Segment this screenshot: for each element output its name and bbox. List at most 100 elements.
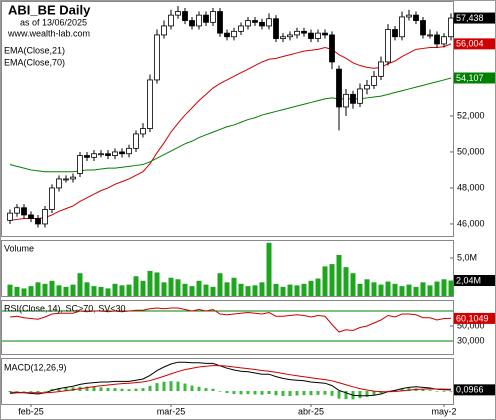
- volume-bar: [217, 273, 223, 296]
- candle-body: [427, 34, 433, 37]
- source: www.wealth-lab.com: [7, 28, 90, 38]
- candle-body: [147, 79, 153, 129]
- histogram-bar: [106, 388, 110, 392]
- line: [9, 361, 452, 397]
- subtitle: as of 13/06/2025: [20, 17, 87, 27]
- volume-bar: [126, 284, 132, 296]
- histogram-bar: [239, 391, 243, 395]
- candle-body: [399, 16, 405, 38]
- histogram-bar: [281, 391, 285, 396]
- volume-bar: [441, 279, 447, 296]
- histogram-bar: [211, 388, 215, 392]
- histogram-bar: [225, 391, 229, 394]
- volume-bar: [252, 285, 258, 296]
- candle-body: [266, 18, 272, 27]
- histogram-bar: [449, 391, 453, 392]
- value-marker: [454, 12, 495, 24]
- candle-body: [112, 151, 118, 156]
- histogram-bar: [197, 386, 201, 392]
- histogram-bar: [176, 381, 180, 392]
- candle-body: [21, 207, 27, 216]
- x-tick-label: mar-25: [157, 406, 186, 416]
- value-marker: [454, 384, 495, 396]
- marks: 46,000 48,000 50,000 52,000 feb-25 mar-25 abr-…: [2, 6, 495, 416]
- histogram-bar: [64, 387, 68, 392]
- x-tick-label: feb-25: [18, 406, 44, 416]
- volume-bar: [420, 282, 426, 296]
- histogram-bar: [218, 391, 222, 392]
- histogram-bar: [22, 391, 26, 392]
- histogram-bar: [92, 386, 96, 392]
- histogram-bar: [148, 385, 152, 392]
- volume-bar: [203, 284, 209, 296]
- candle-body: [329, 34, 335, 63]
- candle-body: [154, 34, 160, 81]
- line: [9, 43, 452, 221]
- candle-body: [385, 29, 391, 63]
- value-marker-label: 57,438: [456, 13, 484, 23]
- candle-body: [196, 14, 202, 27]
- value-marker-label: 54,107: [456, 73, 484, 83]
- candle-body: [315, 32, 321, 39]
- volume-bar: [224, 282, 230, 296]
- volume-bar: [147, 270, 153, 296]
- volume-bar: [434, 281, 440, 296]
- candle-body: [119, 151, 125, 155]
- histogram-bar: [400, 388, 404, 392]
- chart-title: ABI_BE Daily: [8, 2, 91, 17]
- candle-body: [448, 17, 454, 38]
- histogram-bar: [267, 391, 271, 395]
- value-marker: [454, 72, 495, 84]
- volume-bar: [301, 283, 307, 296]
- volume-bar: [140, 280, 146, 296]
- volume-bar: [28, 286, 34, 296]
- volume-bar: [77, 273, 83, 296]
- histogram-bar: [428, 390, 432, 392]
- rsi-panel: [1, 300, 454, 355]
- candle-body: [259, 21, 265, 27]
- candle-body: [343, 93, 349, 108]
- y-tick-label: 50,000: [457, 320, 485, 330]
- candle-body: [322, 32, 328, 36]
- candle-body: [84, 155, 90, 158]
- volume-bar: [70, 284, 76, 296]
- x-tick-label: abr-25: [298, 406, 324, 416]
- histogram-bar: [365, 391, 369, 397]
- volume-bar: [210, 286, 216, 296]
- y-tick-label: 46,000: [457, 218, 485, 228]
- volume-bar: [161, 282, 167, 296]
- volume-bar: [357, 283, 363, 296]
- candle-body: [252, 20, 258, 23]
- volume-bar: [238, 283, 244, 296]
- candle-body: [350, 93, 356, 104]
- volume-bar: [399, 286, 405, 296]
- candle-body: [28, 214, 34, 219]
- histogram-bar: [29, 391, 33, 392]
- histogram-bar: [358, 391, 362, 399]
- volume-bar: [245, 286, 251, 296]
- volume-bar: [385, 281, 391, 296]
- candle-body: [161, 25, 167, 36]
- value-marker-label: 2,04M: [456, 275, 481, 285]
- histogram-bar: [71, 387, 75, 392]
- candle-body: [245, 20, 251, 27]
- rsi-title: RSI(Close,14), SC>70, SV<30: [4, 303, 126, 313]
- histogram-bar: [260, 391, 264, 395]
- candle-body: [294, 30, 300, 36]
- volume-bar: [336, 254, 342, 296]
- candle-body: [280, 36, 286, 39]
- value-marker: [454, 38, 495, 50]
- volume-bar: [42, 283, 48, 296]
- candle-body: [98, 153, 104, 156]
- candle-body: [56, 178, 62, 189]
- histogram-bar: [127, 389, 131, 392]
- histogram-bar: [15, 391, 19, 392]
- histogram-bar: [36, 391, 40, 393]
- volume-bar: [427, 285, 433, 296]
- volume-bar: [63, 286, 69, 296]
- y-tick-label: 52,000: [457, 110, 485, 120]
- histogram-bar: [232, 391, 236, 395]
- histogram-bar: [253, 391, 257, 395]
- candle-body: [217, 11, 223, 34]
- candle-body: [434, 34, 440, 45]
